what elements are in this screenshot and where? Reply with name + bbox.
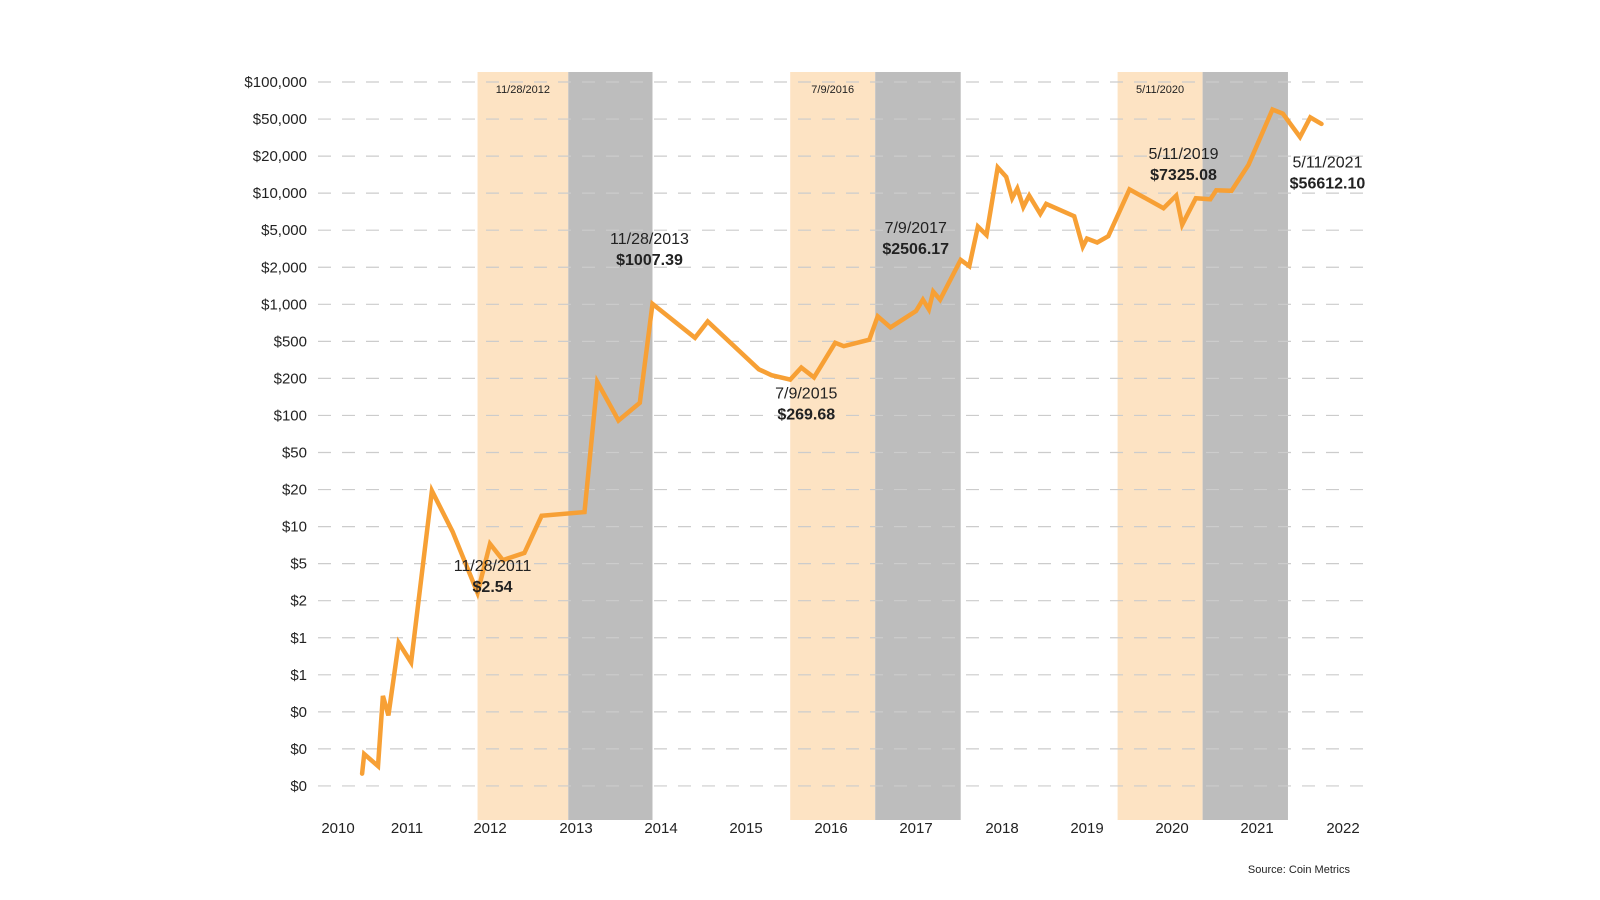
x-tick-label: 2010 xyxy=(321,820,354,837)
y-tick-label: $20 xyxy=(282,482,307,499)
x-tick-label: 2017 xyxy=(899,820,932,837)
y-tick-label: $500 xyxy=(274,333,307,350)
annotation-date: 11/28/2013 xyxy=(610,231,689,248)
annotation-price: $2.54 xyxy=(473,579,513,596)
y-tick-label: $100,000 xyxy=(244,74,307,91)
annotation-date: 7/9/2017 xyxy=(885,220,947,237)
halving-date-label: 11/28/2012 xyxy=(496,84,550,96)
x-tick-label: 2012 xyxy=(473,820,506,837)
y-tick-label: $1,000 xyxy=(261,296,307,313)
y-tick-label: $1 xyxy=(290,667,307,684)
y-axis-ticks: $100,000 $50,000 $20,000 $10,000 $5,000 $2,00… xyxy=(244,74,307,795)
y-tick-label: $10 xyxy=(282,519,307,536)
x-tick-label: 2020 xyxy=(1155,820,1188,837)
x-tick-label: 2014 xyxy=(644,820,677,837)
post-halving-band xyxy=(1202,72,1288,820)
annotation-price: $2506.17 xyxy=(882,241,949,258)
grid-lines xyxy=(318,81,1372,787)
y-tick-label: $0 xyxy=(290,778,307,795)
y-tick-label: $1 xyxy=(290,630,307,647)
x-tick-label: 2015 xyxy=(729,820,762,837)
x-axis-ticks: 2010 2011 2012 2013 2014 2015 2016 2017 2018 2019… xyxy=(321,820,1359,837)
annotation-price: $7325.08 xyxy=(1150,167,1217,184)
x-tick-label: 2019 xyxy=(1070,820,1103,837)
x-tick-label: 2011 xyxy=(391,820,423,837)
x-tick-label: 2022 xyxy=(1326,820,1359,837)
halving-date-label: 7/9/2016 xyxy=(811,84,854,96)
pre-halving-band xyxy=(477,72,569,820)
post-halving-band xyxy=(568,72,653,820)
y-tick-label: $5 xyxy=(290,556,307,573)
x-tick-label: 2018 xyxy=(985,820,1018,837)
annotation-date: 5/11/2019 xyxy=(1149,146,1219,163)
halving-bands: 11/28/2012 7/9/2016 5/11/2020 xyxy=(477,72,1288,820)
annotation-price: $269.68 xyxy=(777,407,835,424)
y-tick-label: $50,000 xyxy=(253,111,307,128)
y-tick-label: $0 xyxy=(290,741,307,758)
annotation-date: 7/9/2015 xyxy=(775,386,837,403)
price-series xyxy=(359,106,1324,776)
annotation-date: 11/28/2011 xyxy=(454,558,532,575)
y-tick-label: $2 xyxy=(290,593,307,610)
pre-halving-band xyxy=(1117,72,1203,820)
annotation-price: $1007.39 xyxy=(616,252,683,269)
source-note: Source: Coin Metrics xyxy=(1248,864,1351,876)
y-tick-label: $0 xyxy=(290,704,307,721)
x-tick-label: 2013 xyxy=(559,820,592,837)
annotation-price: $56612.10 xyxy=(1290,175,1366,192)
x-tick-label: 2016 xyxy=(814,820,847,837)
price-annotations: 11/28/2011 $2.54 11/28/2013 $1007.39 7/9/201… xyxy=(454,146,1366,596)
price-line xyxy=(359,106,1324,776)
annotation-date: 5/11/2021 xyxy=(1292,154,1362,171)
y-tick-label: $10,000 xyxy=(253,185,307,202)
y-tick-label: $200 xyxy=(274,370,307,387)
halving-date-label: 5/11/2020 xyxy=(1136,84,1184,96)
y-tick-label: $50 xyxy=(282,445,307,462)
y-tick-label: $100 xyxy=(274,407,307,424)
pre-halving-band xyxy=(790,72,876,820)
y-tick-label: $2,000 xyxy=(261,259,307,276)
y-tick-label: $5,000 xyxy=(261,222,307,239)
post-halving-band xyxy=(875,72,961,820)
x-tick-label: 2021 xyxy=(1240,820,1273,837)
y-tick-label: $20,000 xyxy=(253,148,307,165)
